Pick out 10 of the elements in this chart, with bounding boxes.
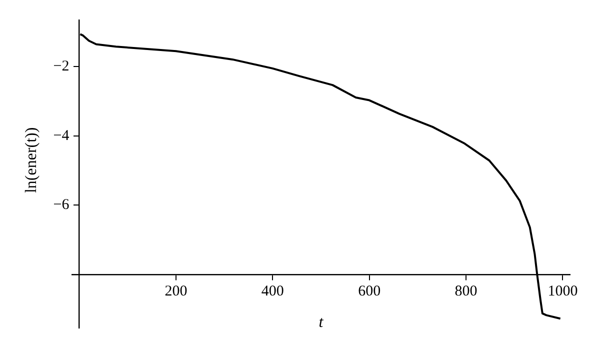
y-tick-label: −2 [53, 58, 70, 75]
x-tick-label: 600 [358, 283, 381, 300]
y-axis-title: ln(ener(t)) [23, 127, 40, 194]
x-tick-label: 800 [454, 283, 478, 300]
x-tick-label: 400 [261, 283, 284, 300]
y-tick-label: −6 [53, 197, 70, 214]
x-tick-label: 200 [164, 283, 188, 300]
y-tick-label: −4 [53, 128, 70, 144]
x-tick-label: 1000 [548, 283, 578, 300]
x-axis-title: t [318, 314, 324, 332]
